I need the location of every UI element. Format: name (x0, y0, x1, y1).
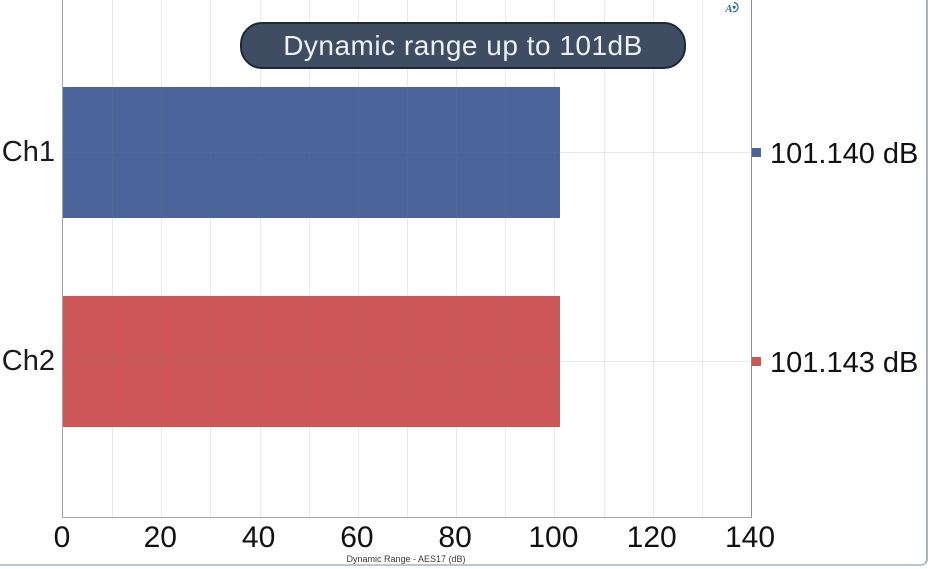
x-tick-label: 0 (53, 521, 71, 554)
gridline-horizontal (63, 361, 751, 362)
gridline-vertical (456, 0, 458, 517)
gridline-vertical (505, 0, 507, 517)
bar-ch2 (63, 295, 560, 427)
x-axis-caption: Dynamic Range - AES17 (dB) (346, 554, 466, 564)
chart-title: Dynamic range up to 101dB (283, 29, 643, 61)
gridline-vertical (259, 0, 261, 517)
gridline-vertical (357, 0, 359, 517)
gridline-vertical (701, 0, 703, 517)
x-tick-label: 140 (724, 521, 776, 554)
x-tick-label: 60 (340, 521, 374, 554)
gridline-vertical (161, 0, 163, 517)
bar-ch1 (63, 86, 560, 218)
x-tick-label: 20 (143, 521, 177, 554)
category-label-ch2: Ch2 (1, 345, 55, 377)
gridline-vertical (652, 0, 654, 517)
gridline-vertical (554, 0, 556, 517)
plot-area (62, 0, 752, 518)
x-tick-label: 80 (438, 521, 472, 554)
category-label-ch1: Ch1 (1, 136, 55, 168)
x-tick-label: 40 (241, 521, 276, 554)
gridline-vertical (603, 0, 605, 517)
svg-text:A: A (725, 3, 732, 15)
value-label-ch1: 101.140 dB (770, 138, 919, 170)
gridline-vertical (407, 0, 408, 517)
chart-title-box: Dynamic range up to 101dB (240, 22, 686, 69)
gridline-horizontal (63, 152, 751, 153)
value-label-ch2: 101.143 dB (770, 347, 919, 379)
gridline-vertical (210, 0, 212, 517)
value-marker-ch2 (752, 357, 761, 366)
gridline-vertical (112, 0, 114, 517)
x-tick-label: 120 (626, 521, 677, 554)
gridline-vertical (751, 0, 752, 517)
ap-logo-icon: A (725, 1, 739, 15)
gridline-vertical (308, 0, 310, 517)
value-marker-ch1 (752, 148, 761, 157)
x-tick-label: 100 (528, 521, 579, 554)
